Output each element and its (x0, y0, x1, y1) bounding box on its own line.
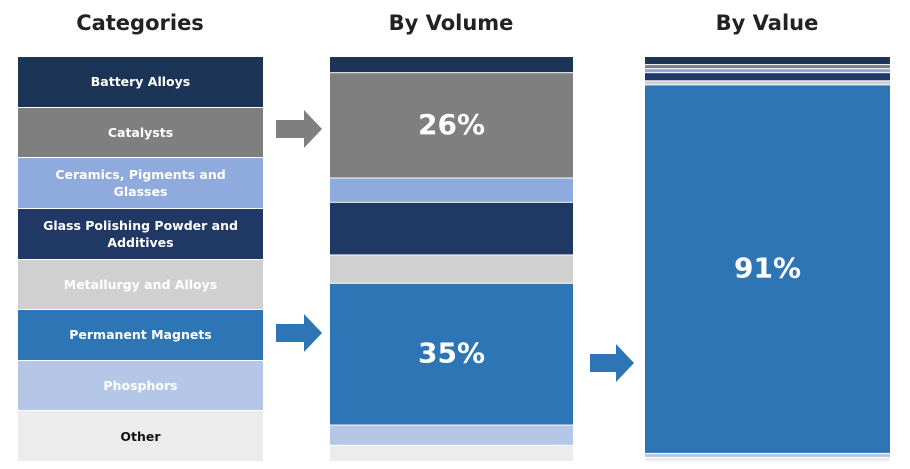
data-label: 91% (734, 252, 801, 285)
bar-segment (645, 69, 890, 73)
legend: Battery Alloys Catalysts Ceramics, Pigment… (18, 57, 263, 462)
legend-item: Phosphors (18, 360, 263, 411)
column-title: By Value (716, 11, 819, 35)
bar-segment (645, 57, 890, 65)
column-title: By Volume (389, 11, 514, 35)
bar-segment (645, 85, 890, 453)
bar-segment (330, 202, 573, 255)
legend-item: Battery Alloys (18, 57, 263, 107)
bar-segment (645, 457, 890, 461)
data-label: 26% (418, 108, 485, 141)
bar-segment (645, 65, 890, 69)
arrow (276, 110, 322, 148)
legend-item: Other (18, 411, 263, 461)
bar-segment (330, 255, 573, 283)
legend-item: Metallurgy and Alloys (18, 259, 263, 310)
legend-item: Catalysts (18, 107, 263, 158)
bar-segment (330, 73, 573, 178)
bar-segment (330, 178, 573, 202)
arrow (276, 314, 322, 352)
legend-item: Ceramics, Pigments and Glasses (18, 158, 263, 208)
data-label: 35% (418, 337, 485, 370)
bar-segment (330, 445, 573, 461)
bar-segment (330, 425, 573, 445)
bar-segment (645, 453, 890, 457)
arrow (590, 344, 634, 382)
legend-item: Permanent Magnets (18, 310, 263, 360)
bar-segment (645, 73, 890, 81)
bar-segment (645, 81, 890, 85)
bar-segment (330, 283, 573, 425)
legend-title: Categories (76, 11, 204, 35)
legend-item: Glass Polishing Powder and Additives (18, 208, 263, 259)
bar-segment (330, 57, 573, 73)
